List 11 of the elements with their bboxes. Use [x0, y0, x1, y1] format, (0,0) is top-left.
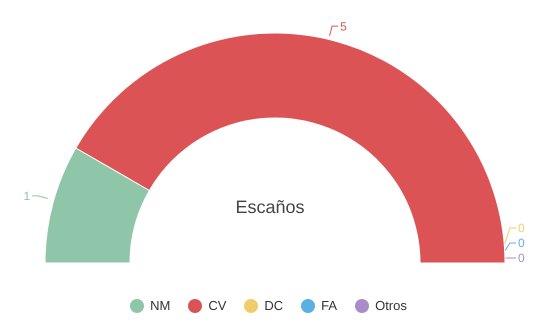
legend-label: Otros	[374, 298, 407, 313]
text: 0	[518, 251, 525, 266]
data-label: 1	[23, 189, 30, 204]
legend-label: DC	[263, 298, 284, 313]
text: Escaños	[235, 197, 305, 217]
legend-label: NM	[149, 298, 170, 313]
data-label: 5	[340, 19, 348, 34]
text: 0	[518, 221, 525, 236]
legend-label: FA	[320, 298, 338, 313]
legend-label: CV	[207, 298, 226, 313]
text: 0	[518, 236, 525, 250]
